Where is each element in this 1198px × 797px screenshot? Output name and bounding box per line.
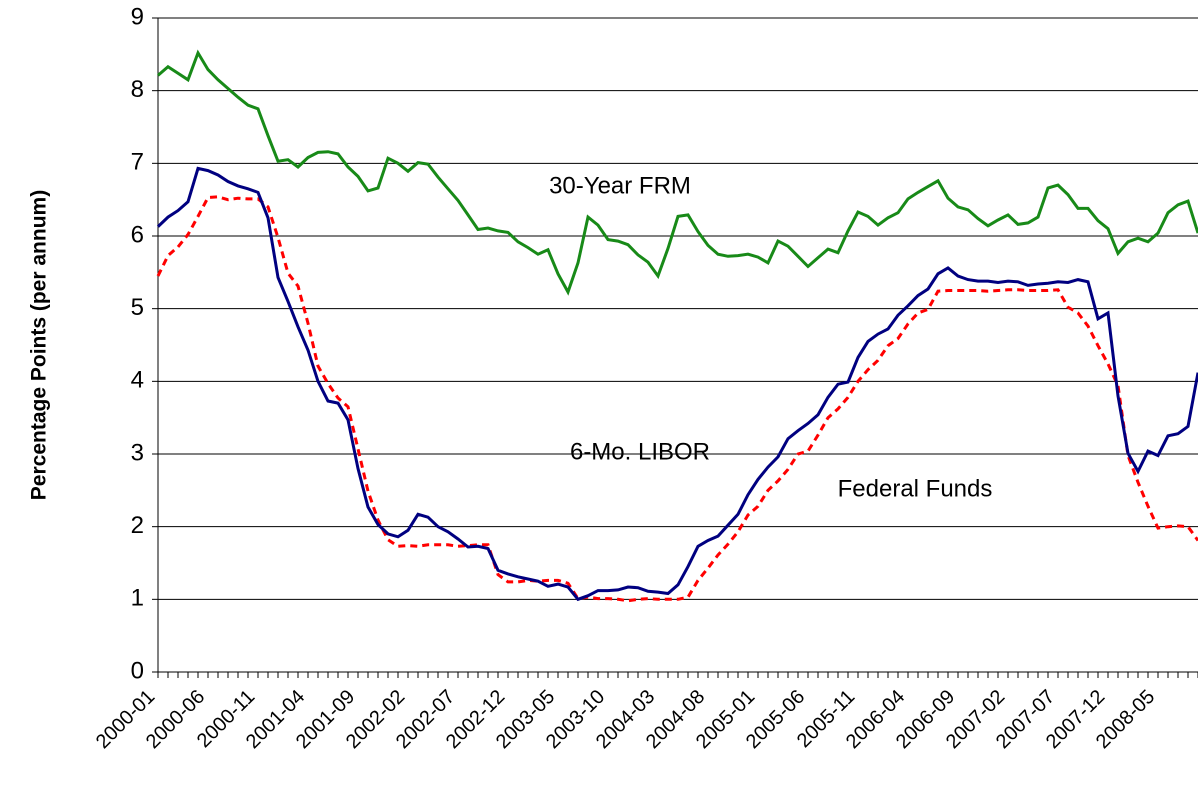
y-tick-label: 1: [131, 585, 144, 612]
y-tick-label: 6: [131, 221, 144, 248]
y-axis-title: Percentage Points (per annum): [28, 190, 51, 500]
y-tick-label: 7: [131, 149, 144, 176]
series-line: [156, 195, 1198, 603]
annotation: 6-Mo. LIBOR: [570, 438, 710, 465]
y-tick-label: 9: [131, 3, 144, 30]
series-line: [156, 166, 1198, 602]
annotation: Federal Funds: [838, 475, 993, 502]
y-tick-label: 3: [131, 439, 144, 466]
y-tick-label: 8: [131, 76, 144, 103]
y-tick-label: 4: [131, 367, 144, 394]
y-tick-label: 0: [131, 657, 144, 684]
annotation: 30-Year FRM: [549, 172, 691, 199]
series-line: [157, 49, 1198, 296]
y-tick-label: 5: [131, 294, 144, 321]
y-tick-label: 2: [131, 512, 144, 539]
